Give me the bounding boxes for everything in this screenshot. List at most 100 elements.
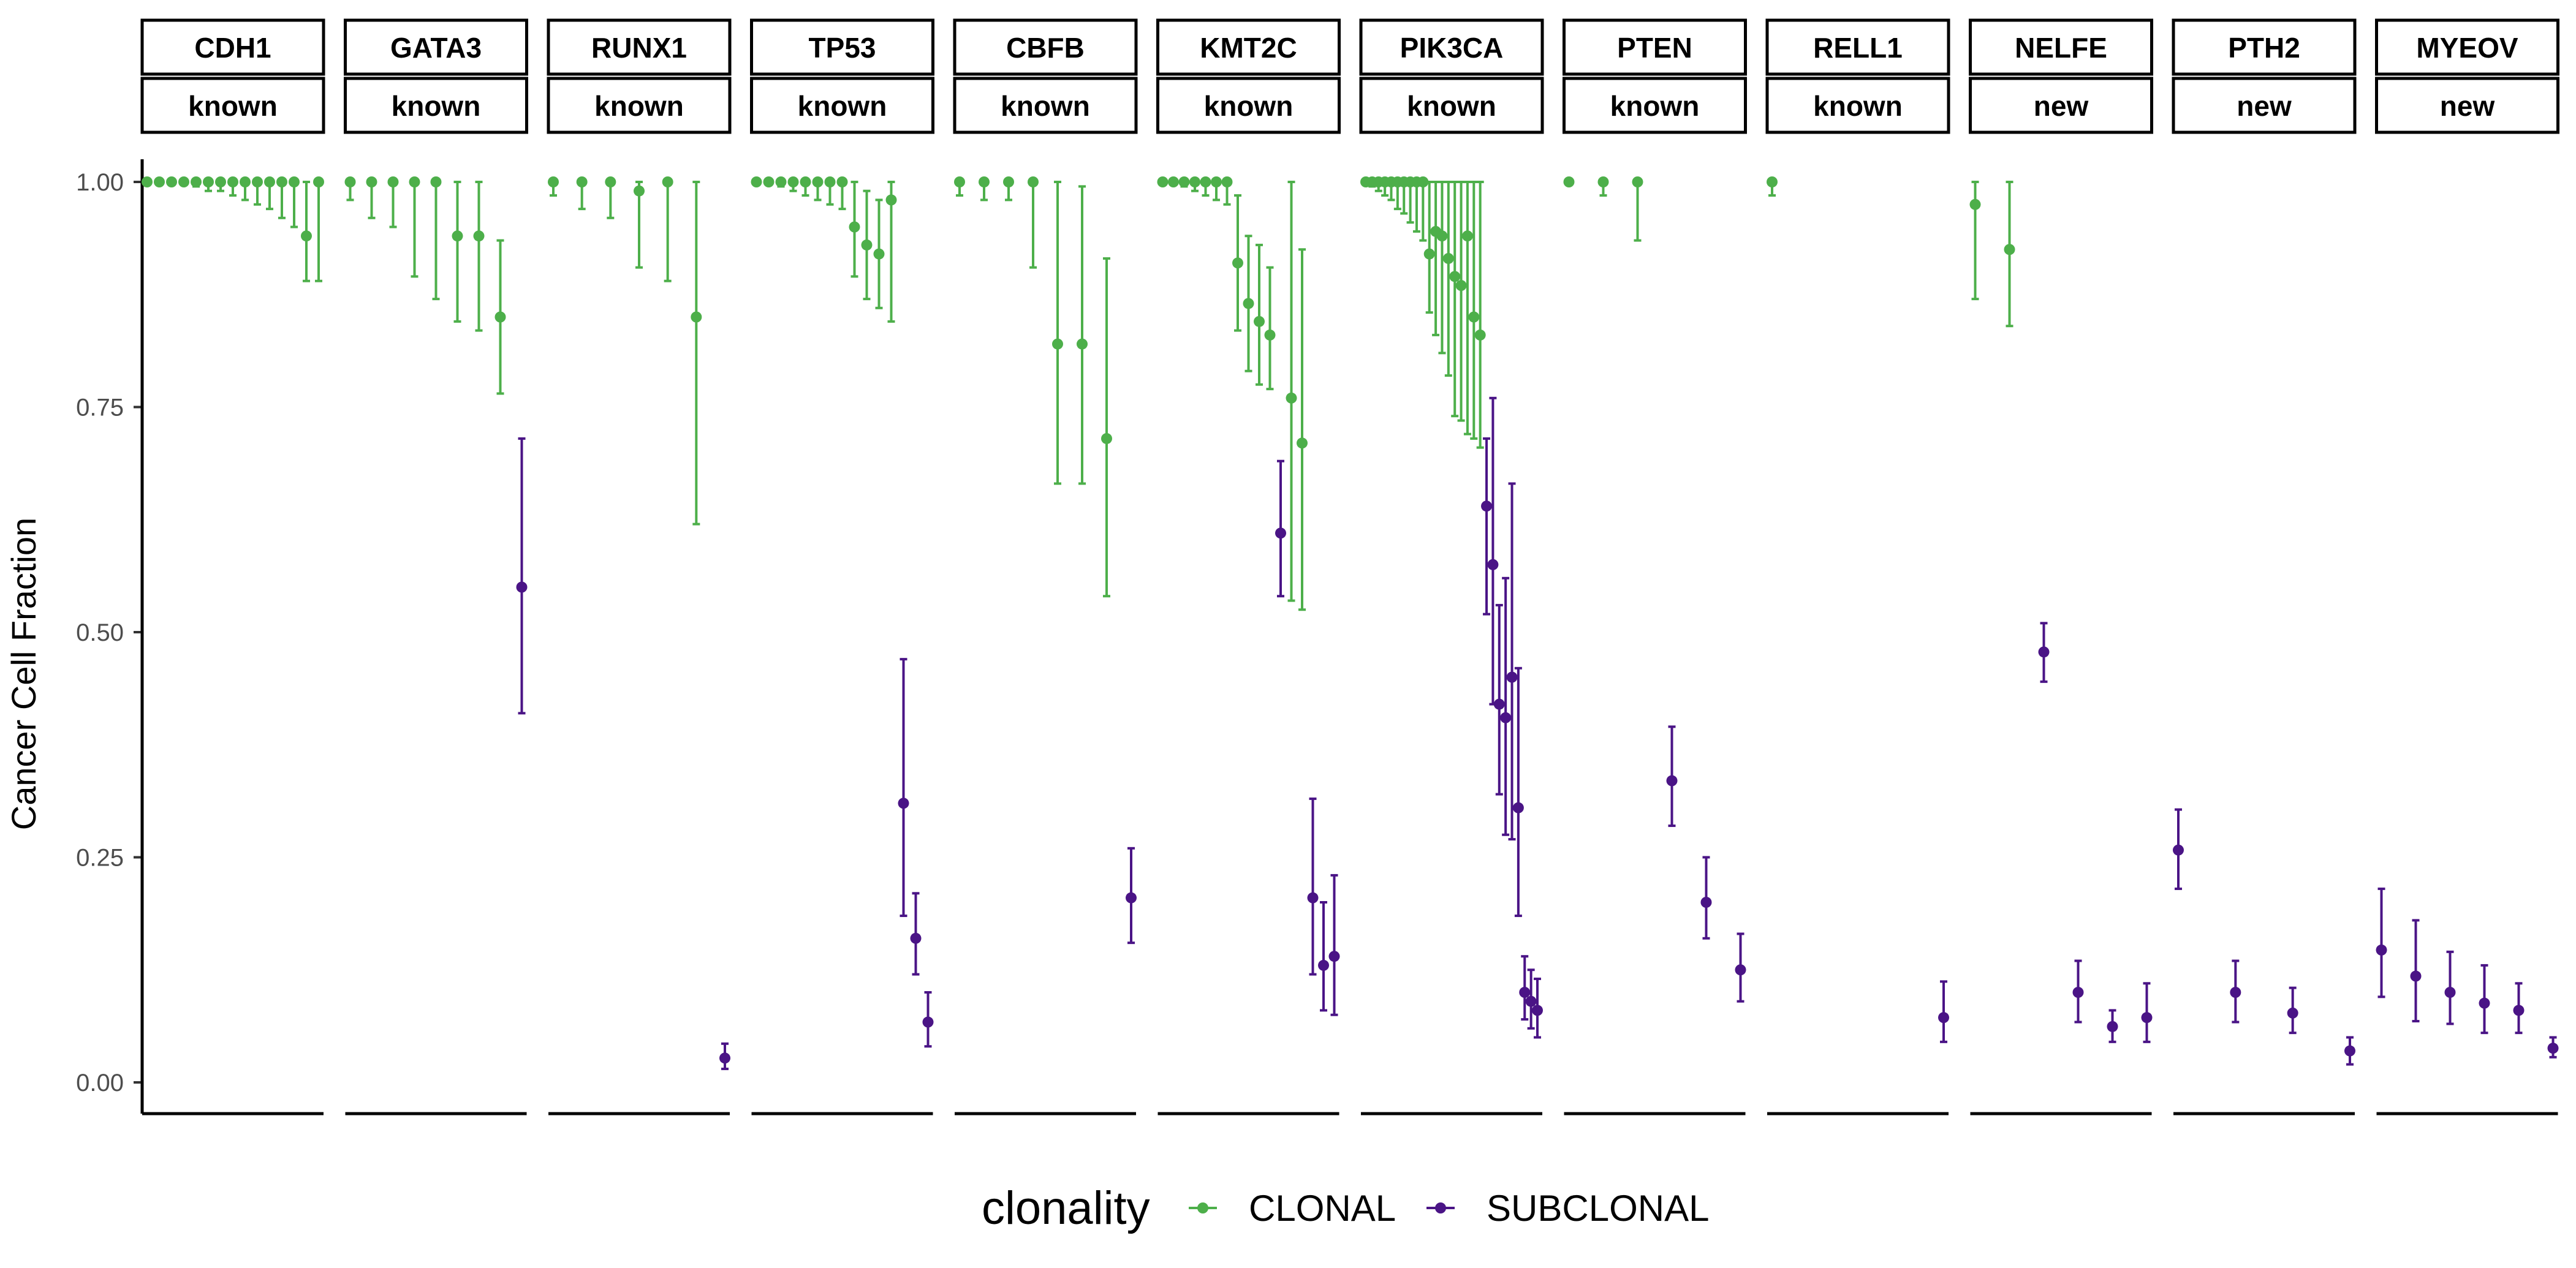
facet-gata3: GATA3 known	[344, 18, 528, 1115]
facet-gene-label: MYEOV	[2416, 32, 2518, 64]
legend-key-point	[1435, 1202, 1446, 1213]
legend-key-point	[1197, 1202, 1208, 1213]
clonal-point	[1221, 176, 1233, 187]
clonal-point	[494, 311, 506, 323]
facet-status-label: known	[1204, 90, 1294, 122]
facet-rell1: RELL1 known	[1765, 18, 1950, 1115]
clonal-point	[344, 176, 356, 187]
legend-title: clonality	[982, 1182, 1150, 1234]
facet-strip-status	[1156, 77, 1341, 134]
y-tick-label: 1.00	[76, 169, 124, 196]
facet-status-label: known	[1813, 90, 1903, 122]
subclonal-point	[1506, 671, 1518, 683]
facet-myeov: MYEOV new	[2375, 18, 2559, 1115]
facet-strip-gene	[750, 18, 934, 76]
facet-gene-label: PTH2	[2228, 32, 2300, 64]
subclonal-point	[1532, 1005, 1543, 1016]
clonal-point	[191, 176, 202, 187]
facet-gene-label: KMT2C	[1200, 32, 1297, 64]
clonal-point	[691, 311, 702, 323]
clonal-point	[662, 176, 673, 187]
clonal-point	[954, 176, 965, 187]
clonal-point	[861, 239, 873, 251]
clonal-point	[824, 176, 836, 187]
clonal-point	[1178, 176, 1190, 187]
facet-gene-label: PIK3CA	[1400, 32, 1504, 64]
y-tick-label: 0.00	[76, 1070, 124, 1096]
subclonal-point	[1307, 892, 1319, 904]
y-axis-ticks: 0.00 0.25 0.50 0.75 1.00	[76, 159, 144, 1114]
clonal-point	[775, 176, 787, 187]
clonal-point	[1767, 176, 1778, 187]
facet-gene-label: NELFE	[2015, 32, 2107, 64]
clonal-point	[409, 176, 420, 187]
clonal-point	[1264, 329, 1276, 341]
facet-strip-gene	[2375, 18, 2559, 76]
subclonal-point	[1938, 1012, 1949, 1024]
clonal-point	[1232, 257, 1243, 269]
subclonal-point	[2107, 1021, 2118, 1032]
y-tick-label: 0.25	[76, 845, 124, 872]
clonal-point	[1436, 230, 1448, 242]
facet-strip-gene	[953, 18, 1138, 76]
facet-strip-status	[750, 77, 934, 134]
y-tick-label: 0.75	[76, 394, 124, 421]
facet-cdh1: CDH1 known	[140, 18, 325, 1115]
facet-status-label: known	[188, 90, 278, 122]
clonal-point	[1449, 271, 1461, 282]
subclonal-point	[2444, 987, 2456, 998]
facet-strip-status	[1359, 77, 1544, 134]
clonal-point	[873, 248, 885, 260]
subclonal-point	[719, 1052, 730, 1064]
clonal-point	[1254, 315, 1265, 327]
clonal-point	[366, 176, 377, 187]
facet-pten: PTEN known	[1563, 18, 1747, 1115]
facet-gene-label: RUNX1	[591, 32, 687, 64]
clonal-point	[1563, 176, 1575, 187]
clonal-point	[1632, 176, 1643, 187]
facet-status-label: known	[1610, 90, 1700, 122]
clonal-point	[1468, 311, 1480, 323]
facet-runx1: RUNX1 known	[547, 18, 732, 1115]
subclonal-point	[1525, 995, 1537, 1007]
clonal-point	[387, 176, 399, 187]
clonal-point	[142, 176, 153, 187]
facet-strip-gene	[547, 18, 732, 76]
clonal-point	[178, 176, 189, 187]
facet-strip-status	[1969, 77, 2153, 134]
subclonal-point	[516, 581, 528, 593]
facet-status-label: known	[594, 90, 684, 122]
subclonal-point	[922, 1016, 934, 1028]
clonal-point	[313, 176, 324, 187]
subclonal-point	[1500, 712, 1512, 723]
facet-status-label: known	[392, 90, 481, 122]
subclonal-point	[2513, 1005, 2525, 1016]
clonal-point	[240, 176, 251, 187]
facet-status-label: new	[2237, 90, 2292, 122]
subclonal-point	[1735, 964, 1746, 976]
facet-status-label: known	[798, 90, 887, 122]
subclonal-point	[1519, 987, 1531, 998]
clonal-point	[227, 176, 238, 187]
clonal-point	[763, 176, 775, 187]
subclonal-point	[1275, 527, 1286, 539]
clonal-point	[2004, 244, 2015, 255]
clonal-point	[264, 176, 275, 187]
facet-gene-label: PTEN	[1617, 32, 1692, 64]
clonal-point	[605, 176, 616, 187]
clonal-point	[634, 185, 645, 197]
clonal-point	[276, 176, 287, 187]
clonal-point	[430, 176, 442, 187]
facet-strip-status	[1563, 77, 1747, 134]
clonal-point	[301, 230, 312, 242]
subclonal-point	[2287, 1007, 2298, 1019]
clonal-point	[1297, 437, 1308, 449]
y-axis-title: Cancer Cell Fraction	[4, 518, 43, 830]
clonal-point	[548, 176, 559, 187]
clonal-point	[1077, 338, 1088, 350]
facet-gene-label: CDH1	[194, 32, 271, 64]
subclonal-point	[2038, 646, 2050, 658]
facet-tp53: TP53 known	[750, 18, 934, 1115]
facet-strip-status	[2375, 77, 2559, 134]
clonal-point	[166, 176, 177, 187]
